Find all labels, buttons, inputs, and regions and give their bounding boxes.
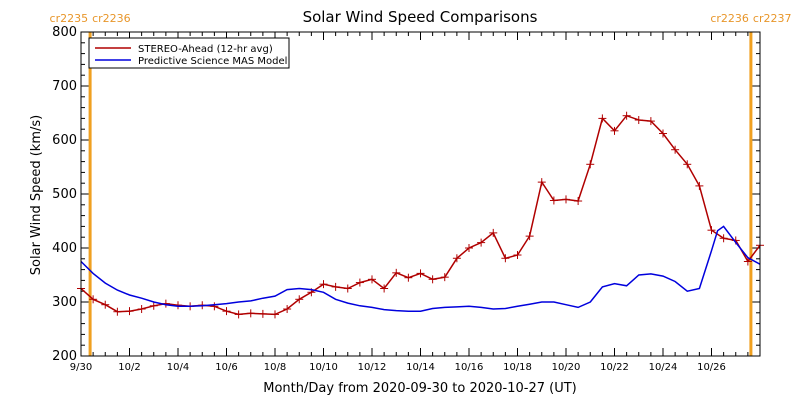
x-tick-label: 10/4: [167, 362, 189, 373]
y-tick-label: 700: [52, 79, 77, 94]
data-point: [137, 305, 146, 314]
data-point: [707, 226, 716, 235]
data-point: [210, 302, 219, 311]
legend-label: Predictive Science MAS Model: [138, 56, 287, 67]
data-point: [368, 275, 376, 284]
x-tick-label: 10/6: [215, 362, 237, 373]
data-point: [586, 160, 595, 169]
y-tick-label: 800: [52, 25, 77, 40]
data-point: [659, 129, 667, 138]
data-point: [683, 160, 692, 169]
data-point: [113, 307, 122, 316]
x-tick-label: 9/30: [70, 362, 92, 373]
data-point: [416, 269, 425, 278]
y-tick-label: 200: [52, 349, 77, 364]
plot-frame: [80, 31, 761, 357]
data-point: [610, 126, 619, 135]
data-point: [671, 145, 680, 154]
y-axis-label: Solar Wind Speed (km/s): [29, 115, 44, 275]
data-point: [549, 196, 558, 205]
data-point: [513, 251, 522, 260]
data-point: [271, 310, 279, 319]
data-point: [283, 305, 292, 314]
data-point: [501, 254, 510, 263]
x-tick-label: 10/26: [697, 362, 726, 373]
data-point: [634, 116, 643, 125]
x-tick-label: 10/2: [118, 362, 140, 373]
series-line-1: [81, 225, 760, 312]
carrington-markers: cr2235 cr2236 cr2236 cr2237: [50, 12, 792, 356]
carrington-label: cr2236: [92, 12, 131, 25]
data-point: [295, 295, 304, 304]
carrington-label: cr2235: [50, 12, 89, 25]
x-tick-label: 10/12: [358, 362, 387, 373]
data-point: [319, 280, 328, 289]
series-line-0: [81, 114, 760, 316]
legend-box: [88, 37, 290, 69]
x-axis-label: Month/Day from 2020-09-30 to 2020-10-27 …: [263, 381, 576, 396]
x-tick-label: 10/18: [503, 362, 532, 373]
data-point: [622, 111, 631, 120]
x-tick-label: 10/22: [600, 362, 629, 373]
data-point: [258, 309, 267, 318]
data-point: [355, 278, 364, 287]
data-point: [598, 114, 607, 123]
data-point: [440, 273, 449, 282]
x-tick-label: 10/20: [552, 362, 581, 373]
data-point: [646, 117, 655, 126]
data-point: [428, 275, 437, 284]
data-point: [719, 234, 728, 243]
chart-title: Solar Wind Speed Comparisons: [303, 8, 538, 26]
data-point: [222, 307, 231, 316]
data-point: [380, 284, 389, 293]
legend-label: STEREO-Ahead (12-hr avg): [138, 44, 273, 55]
data-point: [537, 178, 546, 187]
data-point: [525, 232, 534, 241]
y-tick-label: 500: [52, 187, 77, 202]
data-point: [149, 301, 158, 310]
data-point: [101, 300, 110, 309]
carrington-label: cr2237: [753, 12, 792, 25]
y-tick-label: 600: [52, 133, 77, 148]
carrington-label: cr2236: [710, 12, 749, 25]
data-point: [392, 268, 401, 277]
data-point: [331, 282, 340, 291]
axis-ticks: 200 300 400 500 600 700 800 9/30 10/2 10/4 10/6 10/…: [52, 25, 761, 373]
data-point: [246, 309, 255, 318]
y-tick-label: 300: [52, 295, 77, 310]
x-tick-label: 10/14: [406, 362, 435, 373]
data-point: [695, 181, 704, 190]
data-point: [477, 238, 486, 247]
data-point: [452, 254, 461, 263]
data-point: [404, 273, 413, 282]
data-point: [465, 244, 473, 252]
x-tick-label: 10/16: [455, 362, 484, 373]
y-tick-label: 400: [52, 241, 77, 256]
data-point: [743, 257, 752, 266]
data-point: [562, 195, 570, 204]
data-point: [89, 295, 98, 304]
data-point: [234, 310, 243, 319]
series-layer: [77, 111, 764, 319]
x-tick-label: 10/24: [649, 362, 678, 373]
x-tick-label: 10/10: [309, 362, 338, 373]
data-point: [343, 284, 352, 293]
data-point: [574, 197, 583, 206]
legend: STEREO-Ahead (12-hr avg)Predictive Scien…: [88, 37, 290, 69]
data-point: [125, 307, 134, 316]
data-point: [489, 228, 498, 237]
x-tick-label: 10/8: [264, 362, 286, 373]
